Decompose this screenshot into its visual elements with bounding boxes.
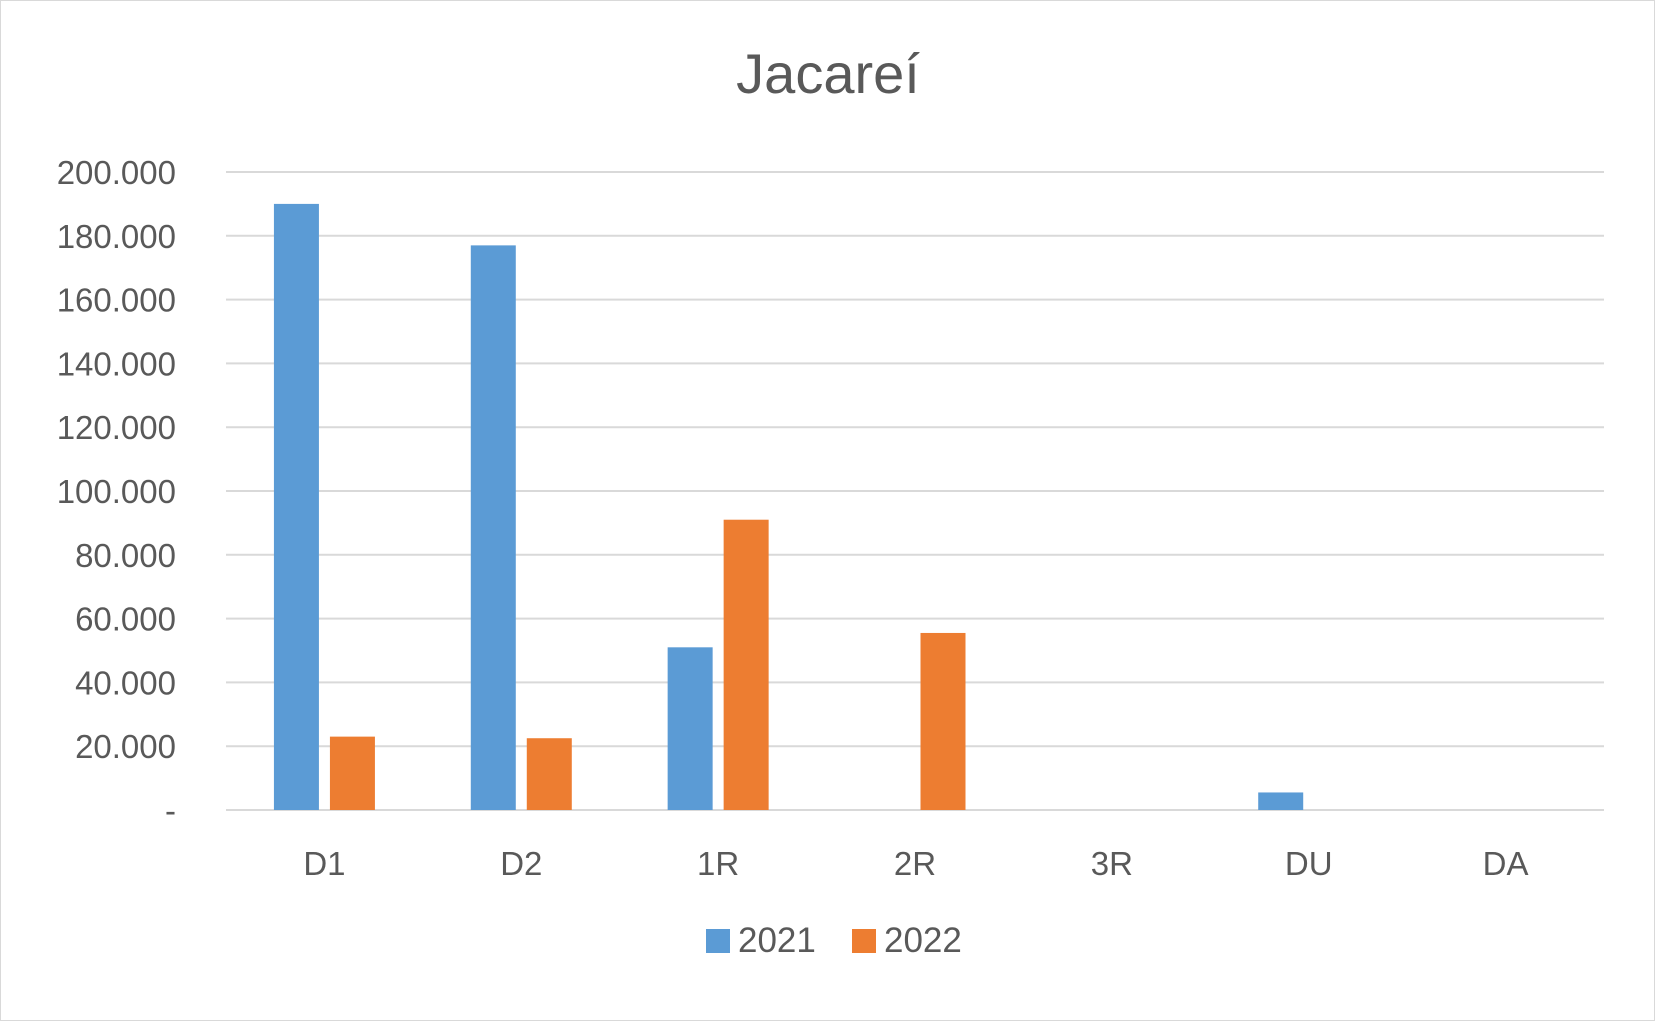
- chart-title: Jacareí: [736, 42, 920, 105]
- legend-swatch-2021: [706, 929, 730, 953]
- bar-2021-D2: [470, 245, 516, 810]
- y-tick-label: 60.000: [75, 601, 176, 638]
- x-tick-label: DA: [1483, 845, 1529, 882]
- y-tick-label: 80.000: [75, 537, 176, 574]
- legend: 2021 2022: [706, 921, 962, 960]
- legend-label: 2022: [884, 921, 962, 960]
- bars: [273, 203, 1304, 810]
- y-tick-label: 40.000: [75, 664, 176, 701]
- bar-2022-D1: [329, 736, 375, 810]
- bar-2022-D2: [526, 738, 572, 810]
- y-tick-label: 20.000: [75, 728, 176, 765]
- legend-swatch-2022: [852, 929, 876, 953]
- y-axis-ticks: - 20.000 40.000 60.000 80.000 100.000 120.000 1…: [57, 154, 176, 829]
- bar-2022-2R: [920, 632, 966, 810]
- legend-label: 2021: [738, 921, 816, 960]
- y-tick-label: 120.000: [57, 409, 176, 446]
- y-tick-label: 160.000: [57, 282, 176, 319]
- x-axis-ticks: D1 D2 1R 2R 3R DU DA: [303, 845, 1528, 882]
- gridlines: [226, 171, 1604, 811]
- y-tick-label: 180.000: [57, 218, 176, 255]
- bar-2021-D1: [273, 203, 319, 810]
- y-tick-label: 200.000: [57, 154, 176, 191]
- x-tick-label: 3R: [1091, 845, 1133, 882]
- y-tick-label: -: [165, 792, 176, 829]
- x-tick-label: 2R: [894, 845, 936, 882]
- bar-2021-DU: [1258, 792, 1304, 810]
- x-tick-label: 1R: [697, 845, 739, 882]
- x-tick-label: DU: [1285, 845, 1333, 882]
- y-tick-label: 140.000: [57, 345, 176, 382]
- x-tick-label: D1: [303, 845, 345, 882]
- bar-2022-1R: [723, 519, 769, 810]
- y-tick-label: 100.000: [57, 473, 176, 510]
- bar-2021-1R: [667, 647, 713, 810]
- x-tick-label: D2: [500, 845, 542, 882]
